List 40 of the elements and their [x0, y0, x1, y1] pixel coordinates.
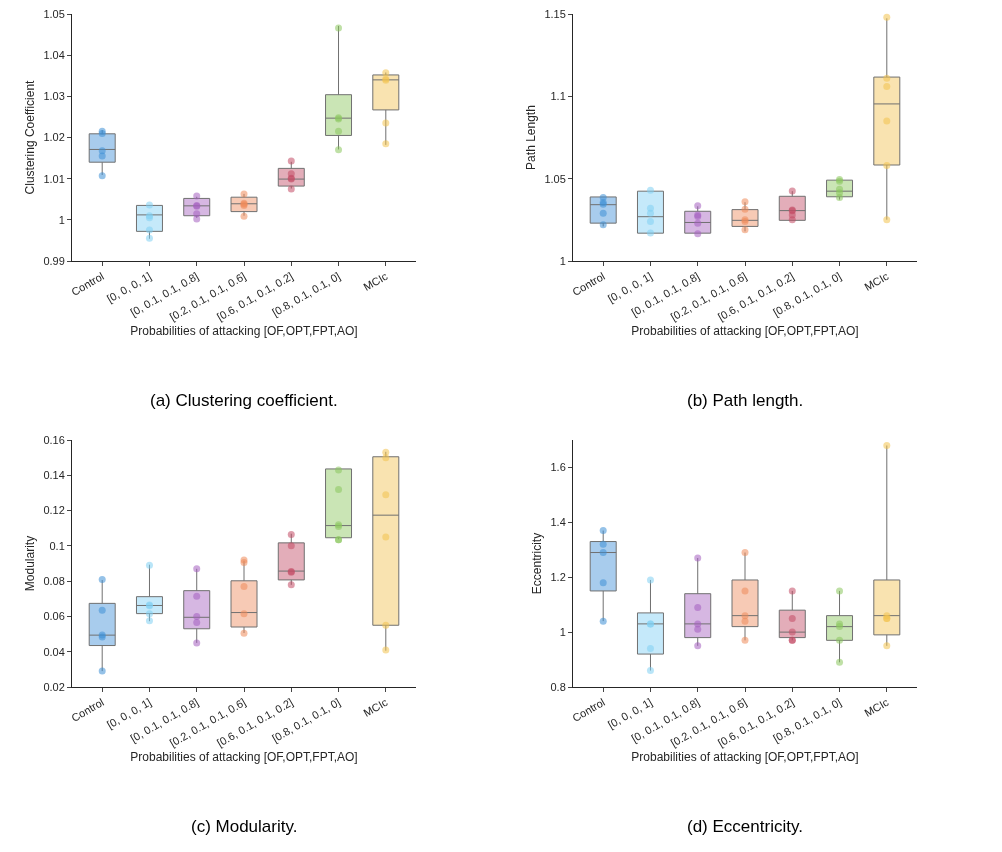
y-tick-label: 1.2 [550, 571, 566, 584]
y-tick-label: 1.15 [544, 7, 566, 20]
text: (a) Clustering coefficient. [150, 391, 338, 410]
x-tick-label: MCIc [862, 695, 891, 720]
x-tick-label: MCIc [862, 269, 891, 294]
y-tick-label: 0.06 [43, 610, 65, 623]
x-axis-title: Probabilities of attacking [OF,OPT,FPT,AO] [130, 323, 358, 338]
x-axis-title: Probabilities of attacking [OF,OPT,FPT,AO] [631, 749, 859, 764]
y-tick-label: 0.1 [49, 539, 65, 552]
y-tick-label: 0.14 [43, 469, 65, 482]
y-axis-title: Path Length [523, 105, 538, 170]
text: (d) Eccentricity. [687, 817, 803, 836]
text: (c) Modularity. [191, 817, 298, 836]
y-tick-label: 1 [559, 625, 566, 638]
y-tick-label: 0.8 [550, 680, 566, 693]
x-tick-label: MCIc [361, 269, 390, 294]
y-tick-label: 0.16 [43, 433, 65, 446]
y-tick-label: 1.02 [43, 131, 65, 144]
y-tick-label: 0.02 [43, 680, 65, 693]
y-tick-label: 0.04 [43, 645, 65, 658]
text: (b) Path length. [687, 391, 804, 410]
y-tick-label: 1 [559, 254, 566, 267]
y-tick-label: 1 [58, 213, 65, 226]
y-tick-label: 1.05 [544, 172, 566, 185]
y-tick-label: 1.04 [43, 49, 65, 62]
y-tick-label: 1.03 [43, 90, 65, 103]
y-tick-label: 0.08 [43, 574, 65, 587]
y-tick-label: 1.1 [550, 90, 566, 103]
x-axis-title: Probabilities of attacking [OF,OPT,FPT,AO] [631, 323, 859, 338]
y-tick-label: 1.05 [43, 7, 65, 20]
y-tick-label: 1.6 [550, 461, 566, 474]
y-tick-label: 0.12 [43, 504, 65, 517]
y-tick-label: 1.4 [550, 516, 566, 529]
x-tick-label: MCIc [361, 695, 390, 720]
x-axis-title: Probabilities of attacking [OF,OPT,FPT,AO] [130, 749, 358, 764]
y-axis-title: Modularity [22, 535, 37, 592]
y-axis-title: Clustering Coefficient [22, 79, 37, 195]
y-tick-label: 0.99 [43, 254, 65, 267]
y-axis-title: Eccentricity [529, 532, 544, 595]
y-tick-label: 1.01 [43, 172, 65, 185]
